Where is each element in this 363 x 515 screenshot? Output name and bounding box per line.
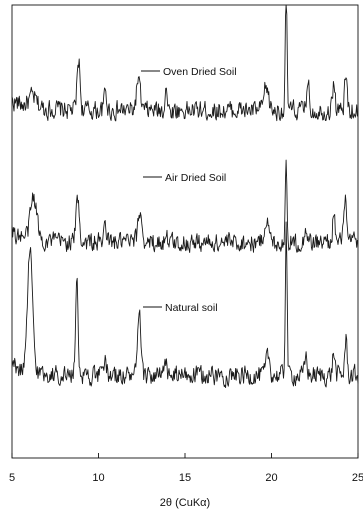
x-tick-label: 15 [179,472,191,484]
x-axis-title: 2θ (CuKα) [160,497,210,509]
series-layer [11,4,359,389]
x-tick-label: 10 [92,472,104,484]
series-label: Air Dried Soil [165,172,226,184]
x-axis-tick-labels: 5 10 15 20 25 [9,472,363,484]
x-tick-label: 25 [352,472,363,484]
x-tick-label: 5 [9,472,15,484]
series-line-2 [11,159,358,253]
series-label: Oven Dried Soil [163,66,237,78]
series-line-1 [11,4,359,122]
series-line-3 [11,221,359,389]
series-label: Natural soil [165,302,218,314]
x-tick-label: 20 [265,472,277,484]
x-axis-ticks [11,453,359,458]
series-labels: Oven Dried Soil Air Dried Soil Natural soi… [141,66,237,314]
